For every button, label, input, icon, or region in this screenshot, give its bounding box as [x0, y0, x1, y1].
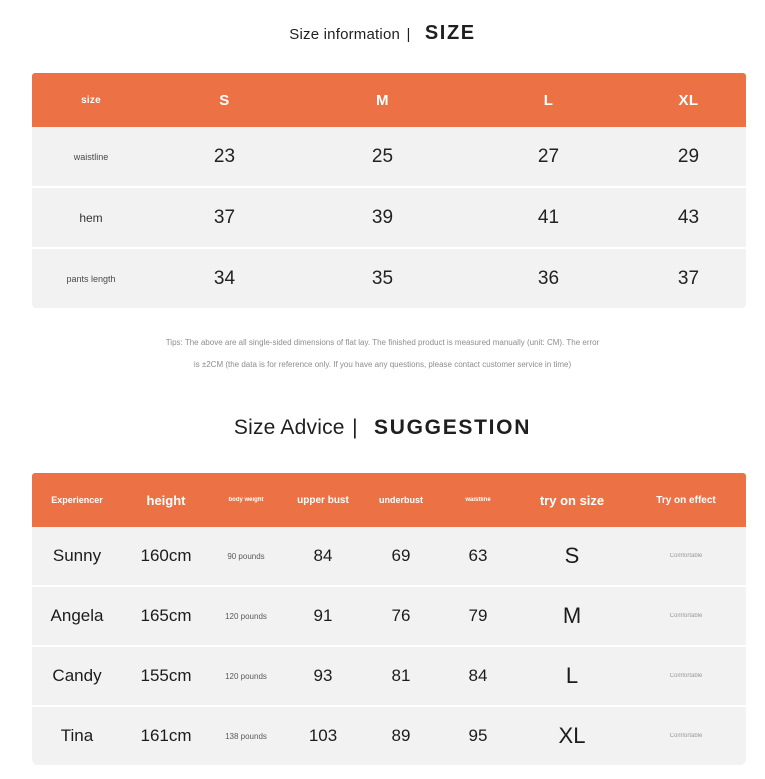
row-label-waistline: waistline: [73, 151, 109, 162]
experiencer-upper-bust: 93: [313, 666, 333, 685]
row-label-hem: hem: [79, 210, 103, 225]
row-divider: [32, 247, 746, 249]
tips-line-1: Tips: The above are all single-sided dim…: [165, 338, 600, 347]
experiencer-try-on-size: S: [564, 543, 580, 568]
row-label-pants-length: pants length: [66, 273, 116, 284]
experiencer-try-on-effect: Comfortable: [669, 673, 703, 679]
size-title-strong: SIZE: [424, 22, 476, 44]
suggestion-header-experiencer: Experiencer: [51, 495, 103, 505]
waistline-xl: 29: [677, 145, 700, 167]
suggestion-table-header-row: Experiencer height body weight upper bus…: [32, 473, 746, 527]
table-row: hem 37 39 41 43: [32, 188, 746, 247]
size-table-header-l: L: [543, 91, 554, 109]
row-divider: [32, 645, 746, 647]
experiencer-height: 161cm: [140, 726, 192, 745]
advice-title-normal: Size Advice: [233, 416, 345, 439]
list-item: Candy 155cm 120 pounds 93 81 84 L Comfor…: [32, 647, 746, 705]
experiencer-underbust: 89: [391, 726, 411, 745]
pants-length-s: 34: [213, 267, 236, 289]
size-table-header-s: S: [219, 91, 230, 109]
experiencer-try-on-size: XL: [558, 723, 586, 748]
experiencer-try-on-effect: Comfortable: [669, 733, 703, 739]
experiencer-upper-bust: 91: [313, 606, 333, 625]
experiencer-try-on-size: L: [565, 663, 579, 688]
experiencer-try-on-size: M: [562, 603, 582, 628]
experiencer-waistline: 95: [468, 726, 488, 745]
hem-l: 41: [537, 206, 560, 228]
size-title-normal: Size information: [289, 26, 401, 43]
experiencer-waistline: 84: [468, 666, 488, 685]
suggestion-header-underbust: underbust: [379, 495, 423, 505]
size-section-title: Size information | SIZE: [0, 22, 765, 45]
table-row: pants length 34 35 36 37: [32, 249, 746, 308]
waistline-l: 27: [537, 145, 560, 167]
experiencer-underbust: 81: [391, 666, 411, 685]
size-tips: Tips: The above are all single-sided dim…: [0, 332, 765, 376]
size-suggestion-table: Experiencer height body weight upper bus…: [32, 473, 746, 765]
list-item: Tina 161cm 138 pounds 103 89 95 XL Comfo…: [32, 707, 746, 765]
list-item: Angela 165cm 120 pounds 91 76 79 M Comfo…: [32, 587, 746, 645]
suggestion-header-body-weight: body weight: [228, 497, 264, 503]
row-divider: [32, 585, 746, 587]
experiencer-waistline: 79: [468, 606, 488, 625]
experiencer-try-on-effect: Comfortable: [669, 613, 703, 619]
hem-m: 39: [371, 206, 394, 228]
size-table-header-row: size S M L XL: [32, 73, 746, 127]
experiencer-upper-bust: 84: [313, 546, 333, 565]
suggestion-header-try-on-size: try on size: [539, 492, 605, 508]
experiencer-name: Angela: [50, 606, 104, 625]
pants-length-xl: 37: [677, 267, 700, 289]
advice-title-separator: |: [352, 416, 358, 439]
experiencer-upper-bust: 103: [308, 726, 338, 745]
experiencer-weight: 138 pounds: [225, 731, 267, 741]
tips-line-2: is ±2CM (the data is for reference only.…: [193, 360, 572, 369]
experiencer-height: 160cm: [140, 546, 192, 565]
table-row: waistline 23 25 27 29: [32, 127, 746, 186]
row-divider: [32, 186, 746, 188]
suggestion-header-upper-bust: upper bust: [297, 494, 349, 506]
experiencer-name: Candy: [52, 666, 102, 685]
size-title-separator: |: [406, 26, 411, 43]
hem-xl: 43: [677, 206, 700, 228]
experiencer-height: 155cm: [140, 666, 192, 685]
hem-s: 37: [213, 206, 236, 228]
experiencer-try-on-effect: Comfortable: [669, 553, 703, 559]
suggestion-header-height: height: [146, 492, 186, 508]
advice-title-strong: SUGGESTION: [374, 416, 532, 439]
suggestion-header-waistline: waistline: [465, 497, 491, 503]
suggestion-header-try-on-effect: Try on effect: [656, 494, 716, 506]
experiencer-weight: 120 pounds: [225, 671, 267, 681]
experiencer-height: 165cm: [140, 606, 192, 625]
pants-length-m: 35: [371, 267, 394, 289]
waistline-s: 23: [213, 145, 236, 167]
waistline-m: 25: [371, 145, 394, 167]
advice-section-title: Size Advice | SUGGESTION: [0, 416, 765, 440]
experiencer-waistline: 63: [468, 546, 488, 565]
experiencer-underbust: 69: [391, 546, 411, 565]
size-table-header-m: M: [376, 91, 389, 109]
pants-length-l: 36: [537, 267, 560, 289]
experiencer-name: Sunny: [52, 546, 102, 565]
list-item: Sunny 160cm 90 pounds 84 69 63 S Comfort…: [32, 527, 746, 585]
experiencer-name: Tina: [60, 726, 94, 745]
experiencer-underbust: 76: [391, 606, 411, 625]
size-measurement-table: size S M L XL waistline 23 25 27 29 hem …: [32, 73, 746, 308]
size-table-header-size: size: [81, 94, 101, 106]
experiencer-weight: 90 pounds: [227, 551, 265, 561]
experiencer-weight: 120 pounds: [225, 611, 267, 621]
row-divider: [32, 705, 746, 707]
size-table-header-xl: XL: [678, 91, 699, 109]
